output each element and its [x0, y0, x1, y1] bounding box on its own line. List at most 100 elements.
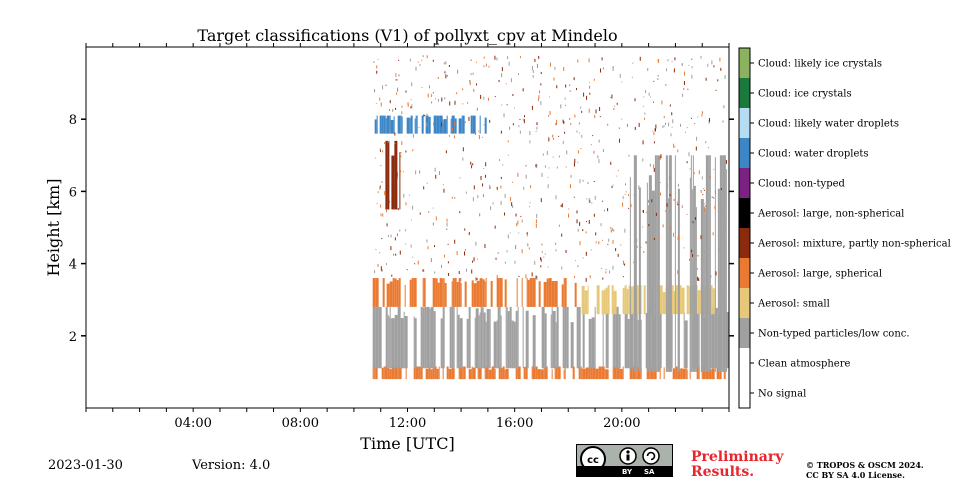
data-cell — [604, 368, 606, 380]
data-speck — [702, 194, 704, 196]
data-speck — [667, 183, 669, 188]
data-cell — [722, 155, 726, 372]
data-speck — [399, 229, 401, 232]
data-cell — [580, 366, 582, 380]
data-cell — [570, 322, 574, 369]
legend-label: Clean atmosphere — [758, 359, 851, 370]
data-speck — [634, 98, 636, 102]
data-cell — [489, 308, 491, 369]
data-cell — [627, 319, 630, 369]
data-speck — [547, 184, 549, 189]
data-speck — [385, 263, 387, 266]
data-speck — [588, 108, 590, 113]
data-speck — [535, 219, 537, 224]
y-tick-label: 6 — [69, 185, 77, 200]
data-cell — [478, 367, 482, 380]
data-speck — [417, 260, 419, 265]
data-speck — [725, 159, 727, 164]
data-speck — [586, 221, 588, 223]
data-speck — [600, 223, 602, 227]
data-speck — [642, 105, 644, 107]
data-speck — [410, 219, 412, 221]
data-speck — [703, 189, 705, 191]
data-speck — [394, 132, 396, 136]
data-speck — [720, 187, 722, 190]
data-cell — [383, 366, 385, 380]
data-cell — [550, 314, 552, 369]
data-speck — [445, 150, 447, 154]
data-speck — [677, 204, 679, 206]
data-speck — [721, 236, 723, 239]
data-speck — [475, 131, 477, 135]
data-speck — [406, 269, 408, 271]
data-speck — [473, 88, 475, 92]
data-speck — [643, 251, 645, 254]
data-cell — [474, 317, 476, 369]
data-cell — [414, 118, 416, 134]
data-speck — [714, 205, 716, 209]
data-speck — [719, 248, 721, 252]
data-cell — [684, 320, 688, 369]
data-cell — [457, 314, 460, 369]
data-speck — [379, 186, 381, 190]
data-speck — [691, 249, 693, 253]
data-speck — [529, 140, 531, 144]
data-cell — [388, 316, 390, 369]
copyright-line-1: © TROPOS & OSCM 2024. — [806, 460, 924, 470]
data-cell — [564, 278, 567, 307]
data-speck — [673, 143, 675, 148]
data-speck — [396, 233, 398, 237]
data-cell — [712, 288, 715, 315]
data-speck — [602, 239, 604, 241]
data-cell — [389, 369, 392, 380]
data-speck — [704, 251, 706, 253]
data-speck — [598, 139, 600, 143]
data-cell — [450, 118, 452, 134]
data-speck — [700, 55, 702, 59]
data-speck — [585, 251, 587, 256]
data-cell — [708, 155, 710, 372]
data-speck — [713, 168, 715, 170]
data-speck — [529, 206, 531, 208]
data-layer-2 — [372, 278, 577, 307]
data-speck — [613, 108, 615, 111]
y-tick-label: 4 — [69, 258, 77, 273]
data-speck — [712, 232, 714, 236]
data-speck — [538, 55, 540, 59]
data-speck — [494, 55, 496, 60]
data-cell — [673, 291, 676, 315]
data-speck — [671, 112, 673, 116]
cc-sa-text: SA — [644, 468, 655, 476]
legend-swatch — [739, 78, 750, 109]
data-speck — [569, 84, 571, 86]
data-speck — [462, 157, 464, 161]
data-cell — [379, 115, 382, 134]
legend-frame — [738, 47, 751, 409]
data-cell — [695, 207, 697, 372]
x-tick-label: 04:00 — [174, 416, 211, 431]
data-cell — [532, 366, 536, 380]
data-speck — [590, 249, 592, 251]
data-speck — [535, 164, 537, 168]
legend-swatch — [739, 198, 750, 229]
data-cell — [485, 366, 489, 380]
data-cell — [531, 366, 533, 380]
data-speck — [613, 229, 615, 232]
data-speck — [523, 186, 525, 190]
data-cell — [505, 368, 509, 380]
data-speck — [575, 88, 577, 91]
data-speck — [586, 95, 588, 100]
data-speck — [510, 78, 512, 83]
data-speck — [401, 141, 403, 146]
data-speck — [669, 201, 671, 203]
legend-label: Cloud: water droplets — [758, 149, 869, 160]
data-speck — [459, 211, 461, 214]
data-speck — [476, 61, 478, 63]
data-speck — [623, 260, 625, 265]
data-speck — [439, 171, 441, 176]
chart-title: Target classifications (V1) of pollyxt_c… — [197, 26, 617, 45]
data-speck — [701, 267, 703, 271]
data-speck — [385, 142, 387, 145]
data-speck — [573, 77, 575, 81]
data-speck — [382, 85, 384, 90]
